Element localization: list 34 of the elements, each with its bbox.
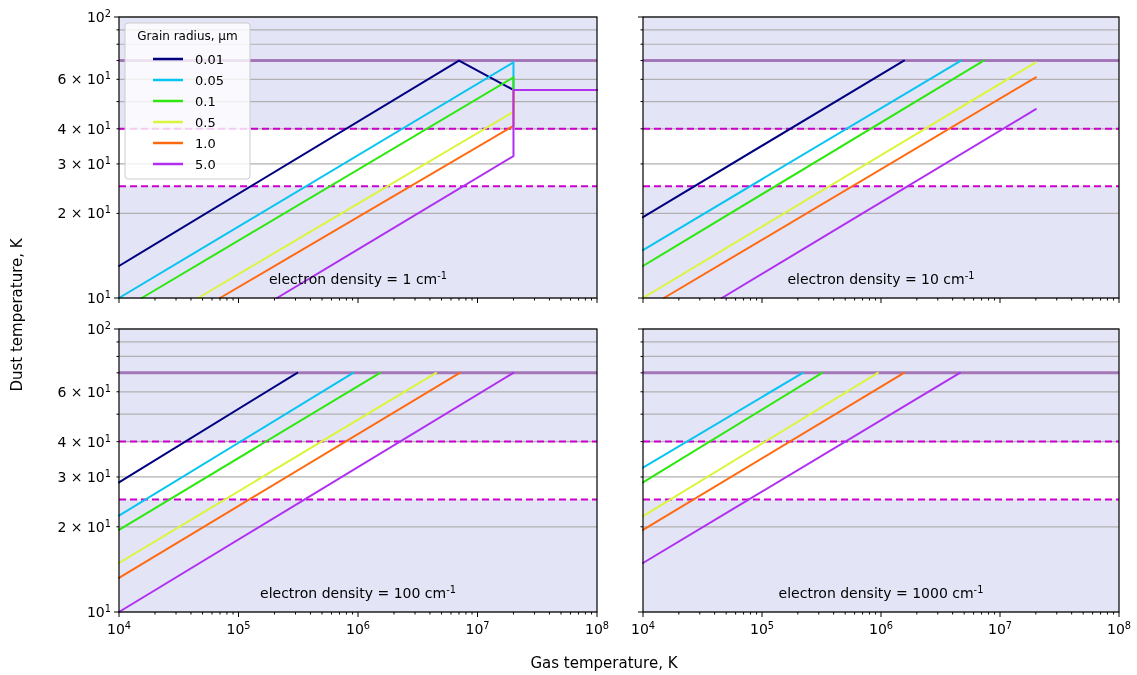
y-axis-title: Dust temperature, K: [8, 237, 26, 392]
x-tick-label: 10$^{5}$: [749, 619, 775, 637]
y-tick-label: 10$^{2}$: [86, 319, 111, 337]
x-tick-label: 10$^{4}$: [106, 619, 132, 637]
legend-label: 0.5: [195, 115, 216, 130]
y-tick-label: 2 × 10$^{1}$: [57, 517, 111, 535]
annotation: electron density = 100 cm$^{-1}$: [260, 583, 456, 601]
legend-title: Grain radius, μm: [137, 29, 238, 43]
y-tick-label: 6 × 10$^{1}$: [57, 382, 111, 400]
legend-label: 0.1: [195, 94, 216, 109]
legend-label: 1.0: [195, 136, 216, 151]
x-tick-label: 10$^{6}$: [868, 619, 894, 637]
x-tick-label: 10$^{7}$: [465, 619, 490, 637]
x-tick-label: 10$^{7}$: [987, 619, 1013, 637]
x-tick-label: 10$^{8}$: [584, 619, 610, 637]
y-tick-label: 3 × 10$^{1}$: [57, 154, 111, 172]
legend-label: 0.01: [195, 52, 224, 67]
annotation: electron density = 10 cm$^{-1}$: [787, 269, 975, 287]
annotation: electron density = 1000 cm$^{-1}$: [778, 583, 984, 601]
y-tick-label: 3 × 10$^{1}$: [57, 467, 111, 485]
y-tick-label: 10$^{1}$: [86, 602, 111, 620]
y-tick-label: 10$^{1}$: [86, 288, 111, 306]
x-tick-label: 10$^{8}$: [1106, 619, 1132, 637]
x-axis-title: Gas temperature, K: [530, 654, 679, 672]
y-tick-label: 6 × 10$^{1}$: [57, 69, 111, 88]
y-tick-label: 2 × 10$^{1}$: [57, 203, 111, 222]
y-tick-label: 10$^{2}$: [86, 7, 111, 25]
legend-label: 5.0: [195, 157, 216, 172]
y-tick-label: 4 × 10$^{1}$: [57, 432, 111, 450]
y-tick-label: 4 × 10$^{1}$: [57, 119, 111, 137]
x-tick-label: 10$^{5}$: [226, 619, 251, 637]
x-tick-label: 10$^{6}$: [345, 619, 371, 637]
legend-label: 0.05: [195, 73, 224, 88]
x-tick-label: 10$^{4}$: [630, 619, 656, 637]
